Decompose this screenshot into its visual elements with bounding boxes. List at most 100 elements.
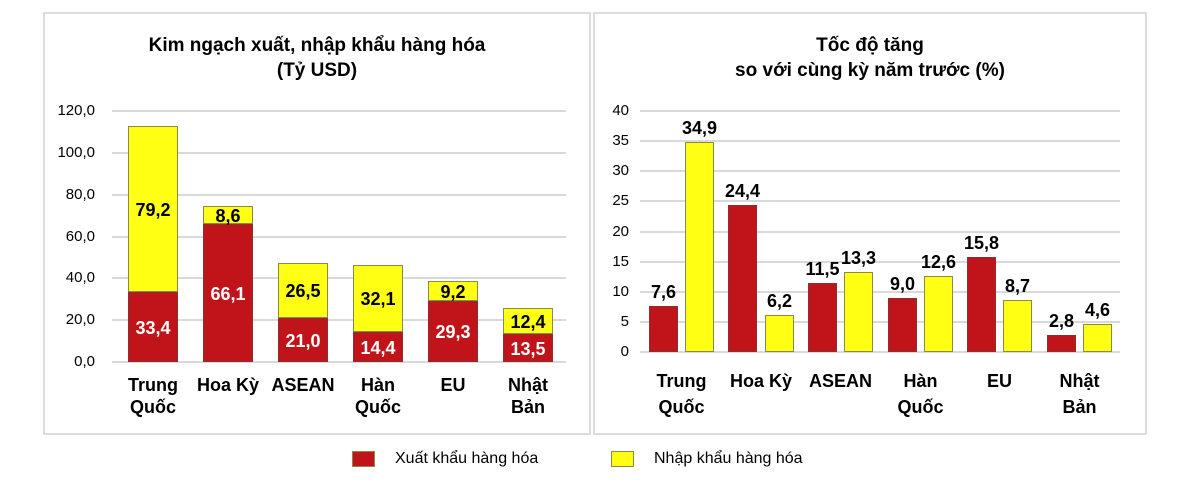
category-label-line2: Quốc (658, 397, 705, 417)
y-tick-label: 20 (612, 222, 629, 240)
category-label-line1: EU (440, 375, 466, 395)
category-label-line1: Hoa Kỳ (196, 375, 259, 395)
gridline (640, 320, 1120, 323)
category-label-line1: Hoa Kỳ (729, 371, 792, 391)
legend-swatch-export (352, 451, 375, 467)
bar-value-label: 15,8 (963, 232, 1000, 253)
bar-export (1047, 335, 1076, 352)
category-label-line1: Hàn (903, 371, 938, 391)
y-tick-label: 35 (612, 132, 629, 150)
gridline (640, 230, 1120, 233)
bar-value-label: 29,3 (435, 322, 471, 343)
y-tick-label: 30 (612, 162, 629, 180)
legend-item-import: Nhập khẩu hàng hóa (611, 450, 803, 468)
gridline (112, 151, 566, 154)
category-label: ASEAN (258, 374, 348, 396)
bar-value-label: 11,5 (805, 258, 840, 279)
gridline (640, 351, 1120, 353)
category-label-line1: Trung (656, 371, 707, 391)
bar-import (924, 276, 953, 352)
bar-export: 33,4 (128, 292, 178, 362)
category-label-line1: Nhật (508, 375, 548, 395)
bar-value-label: 9,2 (440, 282, 466, 303)
legend-item-export: Xuất khẩu hàng hóa (352, 450, 538, 468)
bar-import (844, 271, 873, 352)
category-label: Hàn Quốc (333, 374, 423, 418)
category-label-line2: Quốc (897, 397, 944, 417)
bar-import: 8,6 (203, 205, 253, 226)
gridline (640, 110, 1120, 112)
category-label: EU (955, 368, 1045, 394)
bar-export (649, 306, 678, 352)
y-tick-label: 20,0 (65, 311, 95, 329)
bar-import: 26,5 (278, 262, 328, 319)
bar-import (685, 141, 714, 352)
category-label: Nhật Bản (1035, 368, 1125, 420)
category-label-line1: ASEAN (808, 371, 872, 391)
bar-import (765, 314, 794, 352)
bar-export (888, 297, 917, 352)
bar-export (728, 204, 757, 352)
bar-value-label: 26,5 (285, 281, 321, 302)
bar-value-label: 79,2 (135, 200, 171, 221)
category-label-line1: Nhật (1059, 371, 1100, 391)
bar-value-label: 4,6 (1084, 300, 1111, 321)
y-tick-label: 15 (612, 252, 629, 270)
category-label: EU (408, 374, 498, 396)
y-tick-label: 60,0 (65, 227, 95, 245)
y-tick-label: 40 (612, 102, 629, 119)
legend-swatch-import (611, 451, 634, 467)
gridline (640, 290, 1120, 293)
gridline (112, 361, 566, 363)
gridline (112, 110, 566, 112)
bar-value-label: 14,4 (360, 337, 396, 358)
bar-export (808, 282, 837, 352)
bar-export: 29,3 (428, 300, 478, 362)
bar-value-label: 66,1 (210, 283, 246, 304)
category-label: Hàn Quốc (876, 368, 966, 420)
bar-import (1083, 324, 1112, 352)
bar-value-label: 8,6 (215, 205, 241, 226)
y-tick-label: 5 (620, 312, 629, 330)
bar-import: 9,2 (428, 281, 478, 303)
bar-value-label: 7,6 (650, 282, 677, 303)
left-chart-title-line1: Kim ngạch xuất, nhập khẩu hàng hóa (148, 35, 486, 56)
bar-export: 13,5 (503, 333, 553, 362)
bar-value-label: 12,4 (510, 311, 546, 332)
y-tick-label: 80,0 (65, 185, 95, 203)
bar-value-label: 32,1 (360, 289, 396, 310)
y-tick-label: 0 (620, 343, 629, 360)
bar-import (1003, 299, 1032, 352)
category-label: Hoa Kỳ (716, 368, 806, 394)
bar-value-label: 24,4 (724, 180, 761, 201)
bar-value-label: 2,8 (1048, 311, 1075, 332)
bar-export (967, 256, 996, 352)
gridline (112, 277, 566, 280)
gridline (640, 260, 1120, 263)
left-plot-area: 33,4 79,2 66,1 8,6 21,0 26,5 14,4 32,1 29,3 9,2 13… (112, 110, 566, 364)
right-chart-title-line1: Tốc độ tăng (816, 35, 924, 56)
right-chart-panel: Tốc độ tăng so với cùng kỳ năm trước (%)… (593, 12, 1147, 435)
category-label-line2: Bản (1062, 397, 1097, 417)
right-plot-area: 7,6 34,9 24,4 6,2 11,5 13,3 9,0 12,6 15,8 8,7 2,8 4… (640, 110, 1120, 354)
gridline (112, 235, 566, 238)
legend-label-export: Xuất khẩu hàng hóa (395, 450, 539, 467)
gridline (112, 193, 566, 196)
legend-label-import: Nhập khẩu hàng hóa (654, 450, 803, 467)
category-label-line1: ASEAN (271, 375, 335, 395)
y-tick-label: 40,0 (65, 269, 95, 287)
category-label-line1: Hàn (360, 375, 395, 395)
category-label: Hoa Kỳ (183, 374, 273, 396)
bar-value-label: 12,6 (920, 252, 957, 273)
bar-export: 66,1 (203, 223, 253, 362)
y-tick-label: 100,0 (57, 143, 95, 161)
right-chart-title-line2: so với cùng kỳ năm trước (%) (735, 60, 1005, 81)
category-label-line2: Bản (510, 397, 545, 417)
bar-value-label: 9,0 (889, 273, 916, 294)
category-label-line2: Quốc (354, 397, 401, 417)
y-tick-label: 25 (612, 192, 629, 210)
category-label-line1: Trung (128, 375, 178, 395)
bar-import: 32,1 (353, 264, 403, 332)
category-label: ASEAN (796, 368, 886, 394)
gridline (640, 200, 1120, 203)
